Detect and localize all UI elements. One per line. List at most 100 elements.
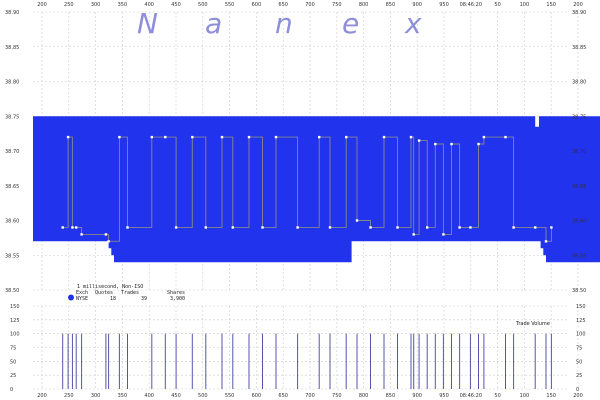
legend-dot-nyse: [68, 294, 74, 301]
trade-point: [126, 226, 129, 229]
x-tick-label-top: 250: [64, 2, 74, 8]
volume-y-tick-left: 25: [10, 373, 16, 379]
x-tick-label-top: 100: [520, 2, 530, 8]
volume-y-tick-right: 100: [576, 332, 586, 338]
price-y-tick-right: 38.60: [572, 219, 586, 225]
bid-ask-area: [33, 116, 600, 263]
x-tick-label-bottom: 100: [520, 393, 530, 399]
price-y-tick-right: 38.55: [572, 253, 586, 259]
x-tick-label-top: 900: [412, 2, 422, 8]
volume-y-tick-left: 125: [10, 318, 20, 324]
trade-markers: [61, 135, 553, 243]
legend-header-quotes: Quotes: [95, 290, 113, 296]
trade-point: [274, 135, 278, 139]
watermark-letter: x: [404, 7, 422, 40]
price-y-tick-left: 38.80: [5, 80, 19, 86]
x-tick-label-top: 800: [359, 2, 369, 8]
trade-point: [512, 226, 515, 229]
legend-header-trades: Trades: [121, 290, 139, 296]
trade-point: [458, 226, 461, 229]
trade-point: [482, 135, 486, 139]
legend: 1 millisecond, Non-ISO Exch Quotes Trade…: [68, 284, 185, 302]
x-tick-label-top: 350: [118, 2, 128, 8]
trade-point: [434, 142, 437, 146]
trade-point: [71, 226, 74, 229]
trade-point: [442, 233, 445, 236]
volume-y-tick-left: 50: [10, 359, 16, 365]
trade-point: [328, 226, 332, 229]
trade-point: [345, 135, 348, 139]
trade-point: [80, 233, 83, 236]
x-tick-label-bottom: 550: [225, 393, 235, 399]
price-y-tick-right: 38.80: [572, 80, 586, 86]
x-tick-label-bottom: 900: [412, 393, 422, 399]
volume-grid: [33, 305, 579, 390]
volume-y-tick-left: 75: [10, 346, 16, 352]
trade-point: [150, 135, 153, 139]
trade-point: [544, 240, 548, 243]
legend-quotes: 18: [110, 296, 116, 302]
x-tick-label-top: 450: [171, 2, 181, 8]
price-y-tick-left: 38.85: [5, 45, 19, 51]
trade-point: [220, 135, 224, 139]
x-tick-label-bottom: 950: [439, 393, 449, 399]
volume-y-tick-right: 0: [576, 387, 579, 393]
volume-y-tick-right: 150: [576, 304, 586, 310]
price-y-tick-left: 38.50: [5, 288, 19, 294]
x-tick-label-top: 300: [91, 2, 101, 8]
x-tick-label-bottom: 150: [546, 393, 556, 399]
x-tick-label-bottom: 750: [332, 393, 342, 399]
trade-point: [191, 135, 194, 139]
x-tick-label-top: 550: [225, 2, 235, 8]
trade-point: [382, 135, 386, 139]
x-tick-label-top: 50: [494, 2, 500, 8]
trade-point: [174, 226, 178, 229]
x-tick-label-bottom: 200: [37, 393, 47, 399]
trade-point: [318, 135, 321, 139]
x-tick-label-bottom: 450: [171, 393, 181, 399]
x-tick-label-bottom: 500: [198, 393, 208, 399]
volume-panel-label: Trade Volume: [515, 321, 550, 327]
x-tick-label-top: 200: [37, 2, 47, 8]
watermark-letter: N: [137, 7, 158, 40]
trade-point: [75, 226, 78, 229]
trade-point: [61, 226, 64, 229]
price-y-tick-right: 38.65: [572, 184, 586, 190]
price-y-tick-left: 38.70: [5, 149, 19, 155]
x-tick-label-bottom: 200: [573, 393, 583, 399]
watermark-letter: n: [275, 7, 293, 40]
x-tick-label-bottom: 800: [359, 393, 369, 399]
trade-point: [355, 219, 359, 222]
watermark-letter: e: [342, 7, 359, 40]
x-tick-label-top: 600: [252, 2, 262, 8]
x-tick-label-top: 650: [278, 2, 288, 8]
trade-point: [450, 142, 453, 146]
price-y-tick-right: 38.70: [572, 149, 586, 155]
volume-y-tick-left: 0: [10, 387, 13, 393]
trade-point: [261, 226, 264, 229]
bid-ask-spread-area: [33, 116, 600, 263]
trade-point: [534, 226, 537, 229]
price-y-tick-right: 38.90: [572, 10, 586, 16]
trade-point: [231, 226, 234, 229]
trade-point: [204, 226, 207, 229]
price-y-tick-left: 38.60: [5, 219, 19, 225]
trade-point: [369, 226, 372, 229]
x-tick-label-bottom: 850: [386, 393, 396, 399]
trade-point: [477, 142, 480, 146]
trade-point: [107, 240, 110, 243]
price-y-tick-right: 38.50: [572, 288, 586, 294]
volume-bars: [62, 333, 552, 389]
trade-point: [550, 226, 553, 229]
trade-point: [469, 226, 472, 229]
x-tick-label-top: 150: [546, 2, 556, 8]
trade-point: [247, 135, 251, 139]
volume-y-tick-left: 100: [10, 332, 20, 338]
trade-point: [104, 233, 108, 236]
legend-header-shares: Shares: [167, 290, 185, 296]
x-tick-label-top: 400: [144, 2, 154, 8]
volume-y-tick-right: 50: [576, 359, 582, 365]
price-y-tick-left: 38.90: [5, 10, 19, 16]
